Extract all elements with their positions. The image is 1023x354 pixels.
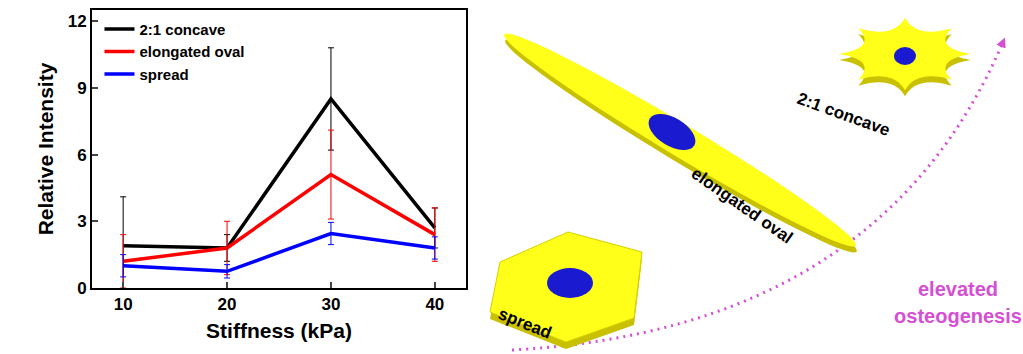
svg-text:elongated oval: elongated oval (688, 164, 796, 248)
svg-text:3: 3 (77, 212, 86, 231)
svg-text:10: 10 (114, 295, 133, 314)
svg-text:40: 40 (425, 295, 444, 314)
svg-text:0: 0 (77, 279, 86, 298)
svg-text:20: 20 (218, 295, 237, 314)
svg-text:2:1 concave: 2:1 concave (795, 89, 893, 140)
svg-text:Relative Intensity: Relative Intensity (34, 62, 57, 235)
svg-text:osteogenesis: osteogenesis (894, 305, 1022, 327)
svg-text:9: 9 (77, 79, 86, 98)
svg-text:6: 6 (77, 146, 86, 165)
svg-text:spread: spread (496, 304, 555, 343)
svg-text:2:1 concave: 2:1 concave (139, 21, 225, 38)
svg-text:Stiffness (kPa): Stiffness (kPa) (206, 319, 352, 342)
svg-text:elongated oval: elongated oval (139, 43, 244, 60)
svg-text:30: 30 (321, 295, 340, 314)
svg-text:12: 12 (68, 12, 87, 31)
svg-text:elevated: elevated (918, 278, 998, 300)
svg-text:spread: spread (139, 66, 188, 83)
